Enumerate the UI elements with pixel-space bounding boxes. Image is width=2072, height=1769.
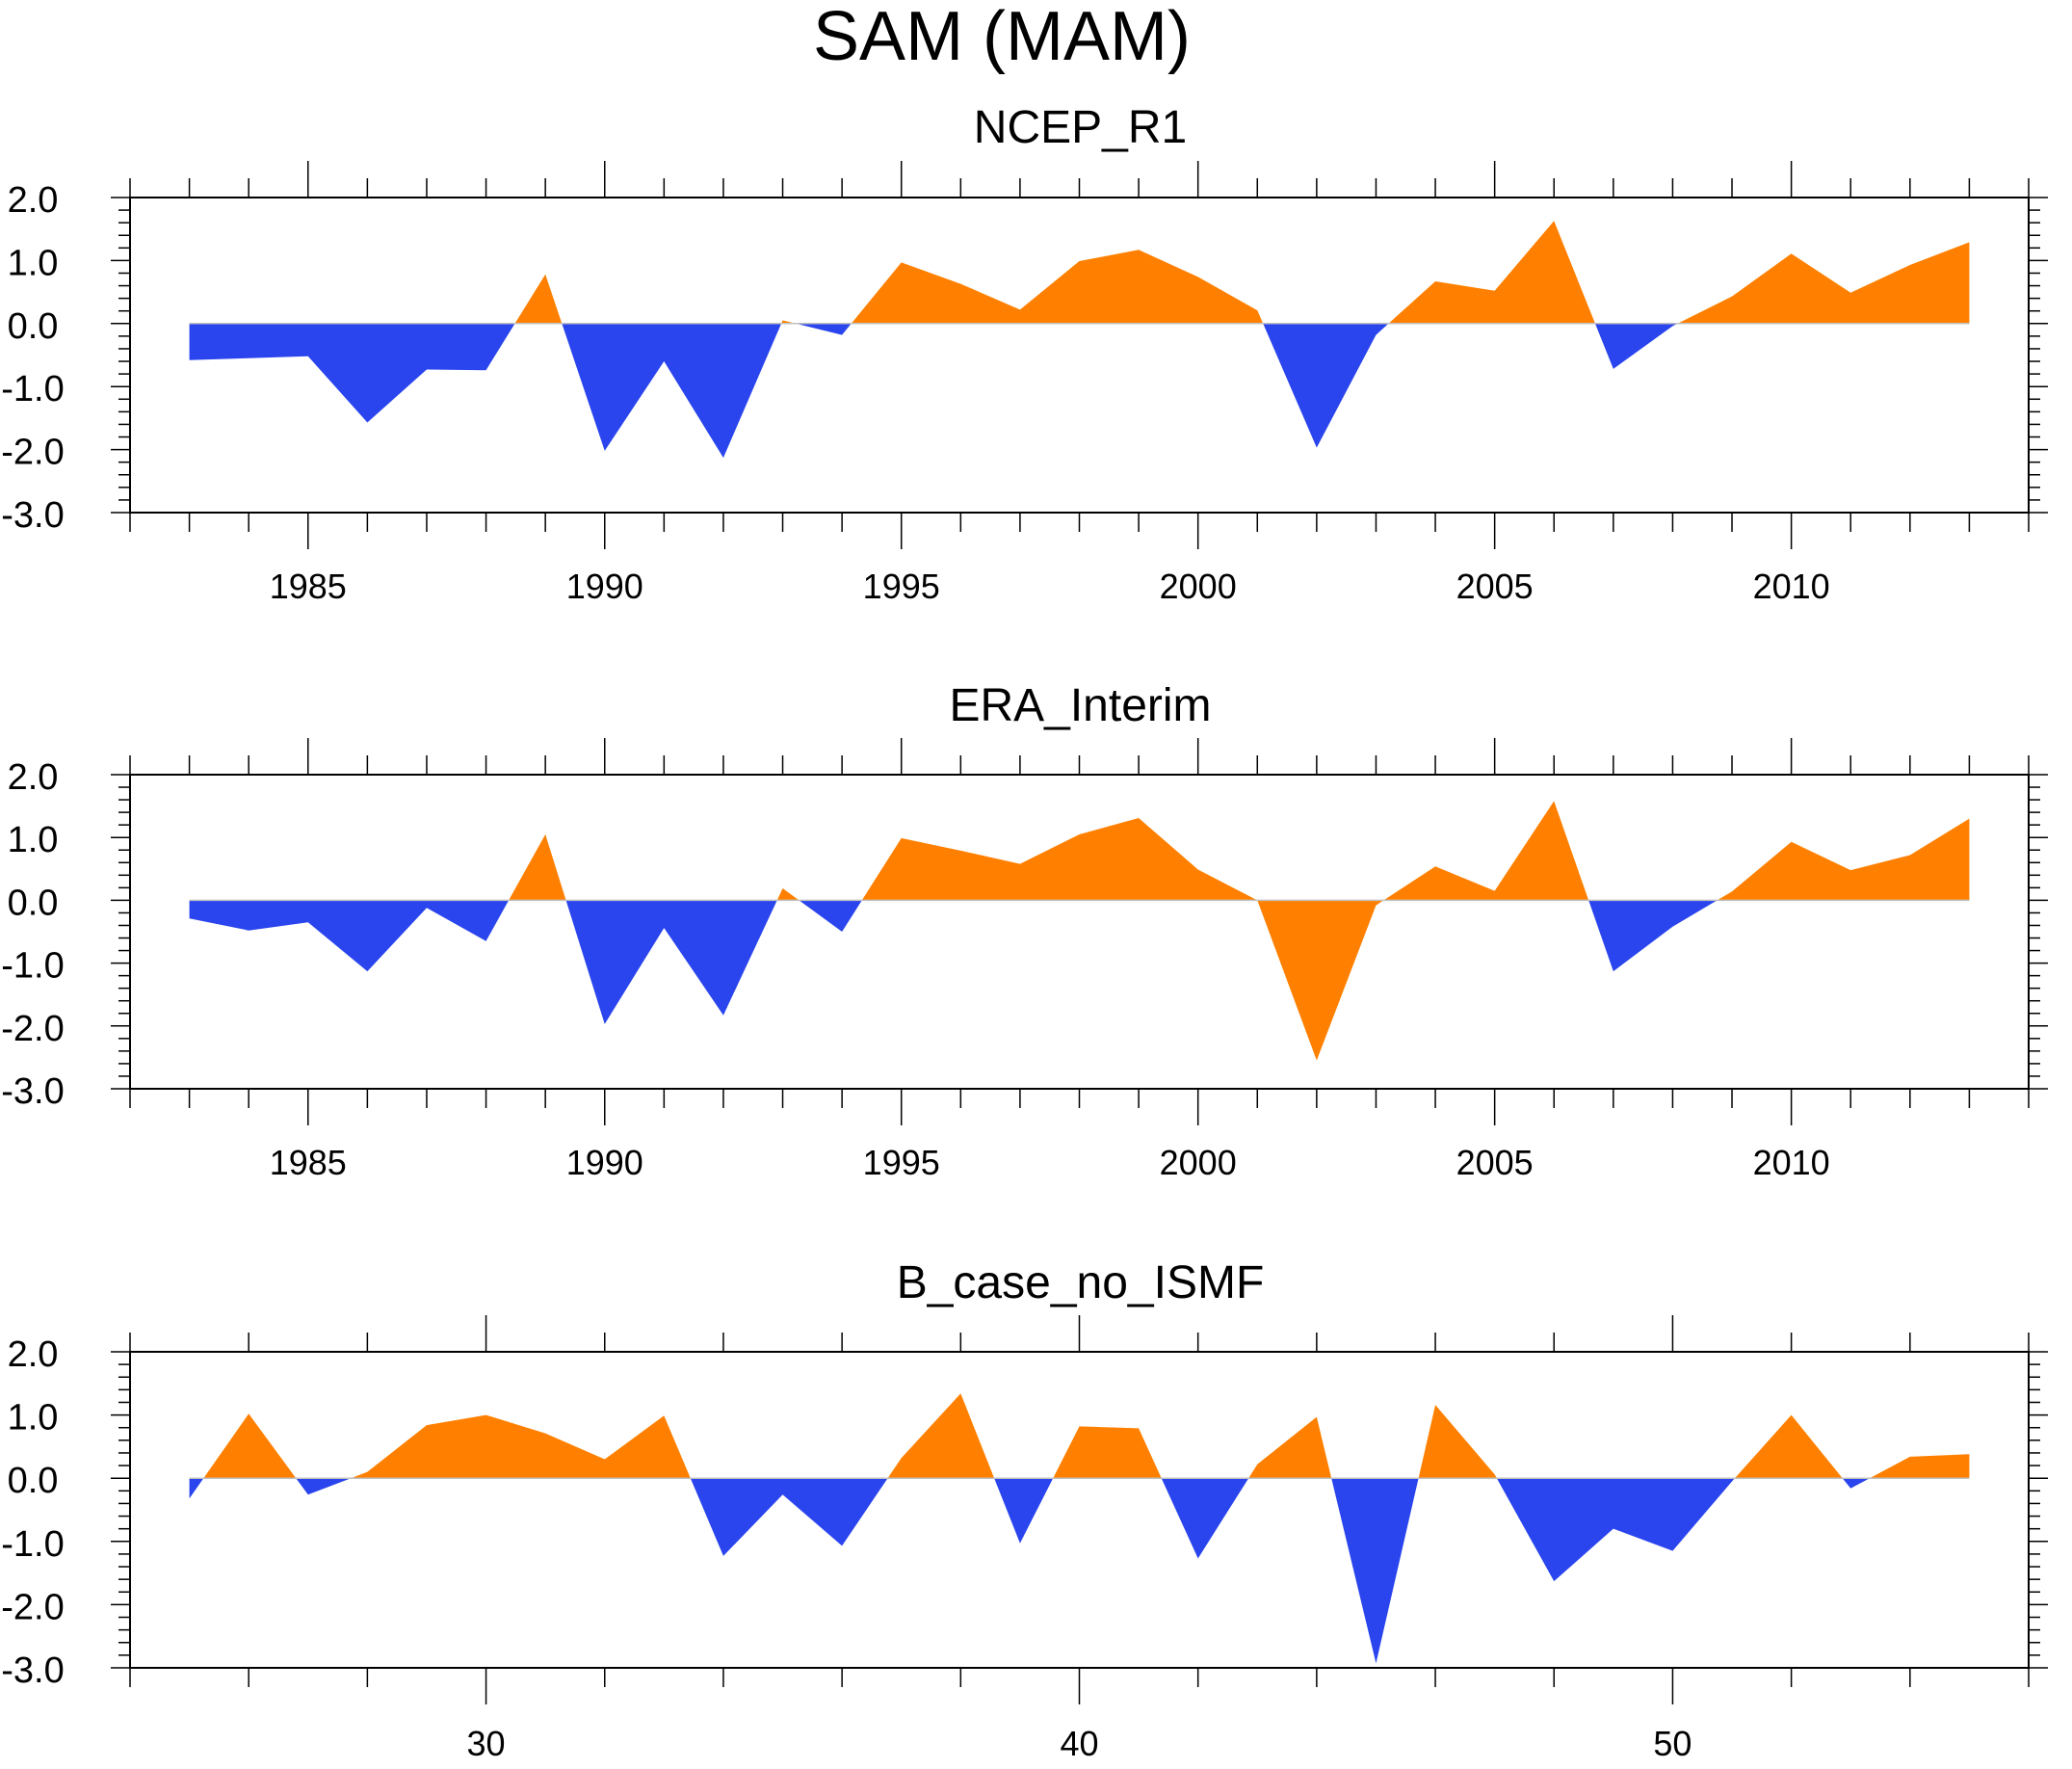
y-tick-label: -3.0 <box>1 495 64 536</box>
positive-area <box>851 250 1264 324</box>
negative-area <box>1496 1478 1735 1582</box>
negative-area <box>189 1478 204 1499</box>
x-tick-label: 2000 <box>1160 567 1237 606</box>
y-tick-label: -2.0 <box>1 1587 64 1627</box>
y-tick-label: 1.0 <box>8 1398 59 1439</box>
positive-area <box>776 888 800 901</box>
y-tick-label: 2.0 <box>8 757 59 798</box>
x-tick-label: 30 <box>467 1724 506 1763</box>
negative-area <box>1263 323 1389 448</box>
positive-area <box>1383 801 1589 901</box>
positive-area <box>1717 818 1970 901</box>
panel-2: ERA_Interim 2.0 1.0 0.0 -1.0 -2.0 -3.0 1985 1990… <box>1 680 2048 1182</box>
y-tick-label: -3.0 <box>1 1650 64 1691</box>
x-tick-label: 1985 <box>270 1143 347 1182</box>
x-tick-label: 2010 <box>1753 1143 1830 1182</box>
positive-area <box>1388 221 1595 324</box>
panel-3: B_case_no_ISMF 2.0 1.0 0.0 -1.0 -2.0 -3.0 30 40 5… <box>1 1257 2048 1763</box>
negative-area <box>795 323 852 335</box>
x-tick-label: 1995 <box>863 567 940 606</box>
negative-area <box>296 1478 352 1495</box>
negative-area <box>799 900 862 932</box>
y-tick-label: -2.0 <box>1 433 64 473</box>
positive-area <box>887 1393 995 1479</box>
y-tick-label: 2.0 <box>8 1334 59 1375</box>
panel-title: NCEP_R1 <box>974 102 1187 153</box>
y-tick-label: 0.0 <box>8 883 59 923</box>
positive-area <box>1677 242 1970 324</box>
positive-area <box>861 817 1384 1061</box>
y-tick-label: -1.0 <box>1 369 64 409</box>
y-tick-label: -1.0 <box>1 946 64 987</box>
x-tick-label: 2005 <box>1456 567 1534 606</box>
panel-title: ERA_Interim <box>949 680 1211 731</box>
negative-area <box>994 1478 1054 1544</box>
x-tick-label: 2000 <box>1160 1143 1237 1182</box>
y-tick-label: 2.0 <box>8 180 59 221</box>
positive-area <box>509 833 566 901</box>
x-tick-label: 50 <box>1653 1724 1692 1763</box>
x-tick-label: 40 <box>1060 1724 1098 1763</box>
x-tick-label: 2005 <box>1456 1143 1534 1182</box>
negative-area <box>1842 1478 1870 1489</box>
negative-area <box>189 323 515 423</box>
y-tick-label: -2.0 <box>1 1009 64 1049</box>
negative-area <box>1161 1478 1249 1559</box>
negative-area <box>690 1478 888 1556</box>
positive-area <box>1869 1454 1970 1479</box>
y-tick-label: -3.0 <box>1 1071 64 1112</box>
positive-area <box>1734 1414 1843 1479</box>
panel-title: B_case_no_ISMF <box>897 1257 1265 1308</box>
y-tick-label: -1.0 <box>1 1524 64 1565</box>
positive-area <box>351 1414 691 1479</box>
negative-area <box>189 900 510 972</box>
positive-area <box>1248 1416 1332 1479</box>
x-tick-label: 2010 <box>1753 567 1830 606</box>
negative-area <box>1331 1478 1419 1664</box>
positive-area <box>1053 1426 1162 1479</box>
positive-area <box>203 1413 297 1479</box>
x-tick-label: 1985 <box>270 567 347 606</box>
negative-area <box>565 900 777 1024</box>
plot-frame <box>129 1351 2030 1669</box>
negative-area <box>1588 900 1718 972</box>
y-tick-label: 0.0 <box>8 1461 59 1501</box>
panel-1: NCEP_R1 2.0 1.0 0.0 -1.0 -2.0 -3.0 1985 1990 1995… <box>1 102 2048 606</box>
positive-area <box>1418 1405 1497 1479</box>
y-tick-label: 1.0 <box>8 243 59 283</box>
x-tick-label: 1990 <box>566 567 643 606</box>
x-tick-label: 1990 <box>566 1143 643 1182</box>
x-tick-label: 1995 <box>863 1143 940 1182</box>
negative-area <box>1594 323 1678 369</box>
positive-area <box>781 320 796 324</box>
y-tick-label: 1.0 <box>8 820 59 860</box>
negative-area <box>562 323 782 459</box>
positive-area <box>514 274 563 324</box>
plot-frame <box>129 774 2030 1090</box>
y-tick-label: 0.0 <box>8 306 59 347</box>
figure-title: SAM (MAM) <box>813 0 1191 75</box>
